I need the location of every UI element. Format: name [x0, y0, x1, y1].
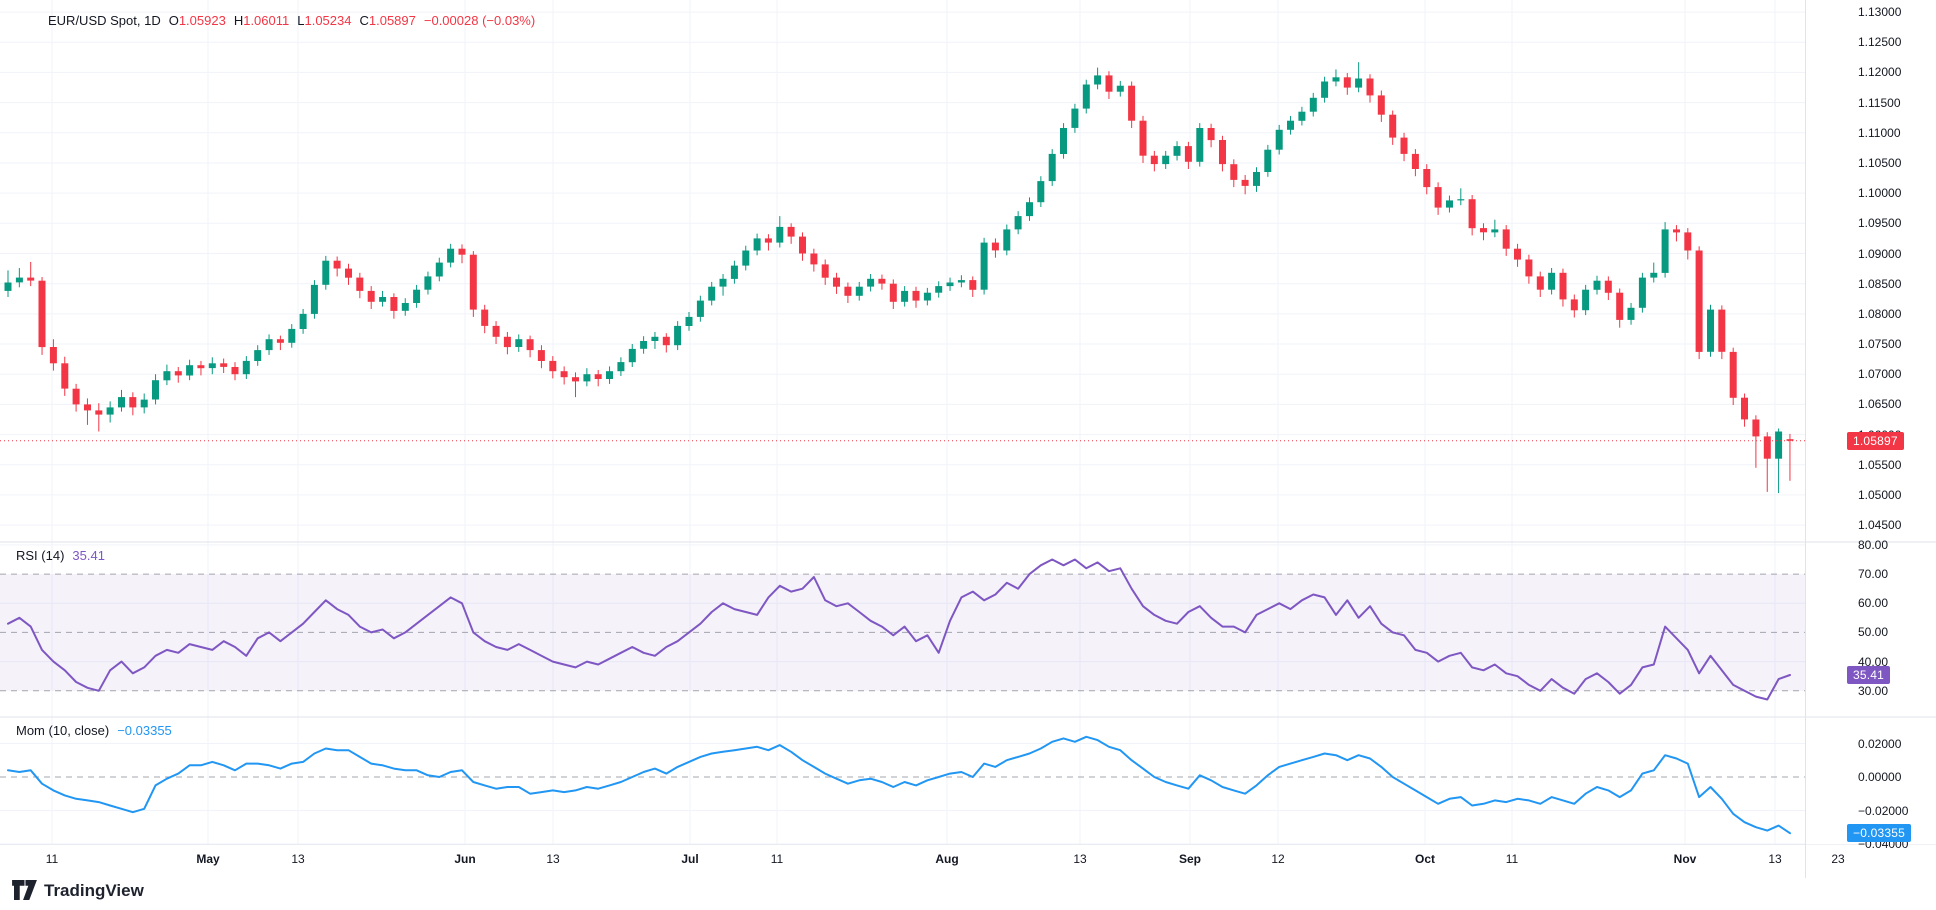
axis-tick-label: 40.00	[1858, 654, 1889, 669]
axis-tick-label: 1.12500	[1858, 35, 1902, 50]
rsi-label: RSI (14)	[16, 548, 65, 563]
axis-tick-label: 30.00	[1858, 683, 1889, 698]
ohlc-low: L1.05234	[297, 13, 352, 28]
price-axis-border	[1805, 0, 1806, 878]
axis-tick-label: 1.13000	[1858, 5, 1902, 20]
gridlines	[0, 0, 1805, 845]
indicator-levels	[0, 573, 1805, 778]
rsi-line	[7, 558, 1791, 701]
axis-tick-label: 1.07000	[1858, 367, 1902, 382]
rsi-value-badge: 35.41	[1847, 666, 1891, 684]
time-tick-label: 23	[1831, 852, 1845, 866]
last-price-badge: 1.05897	[1847, 431, 1904, 450]
axis-tick-label: 50.00	[1858, 625, 1889, 640]
tradingview-logo-text: TradingView	[44, 880, 144, 900]
mom-line	[7, 735, 1791, 835]
rsi-legend: RSI (14) 35.41	[16, 548, 105, 563]
time-axis[interactable]: 11 May 13 Jun 13 Jul 11 Aug 13 Sep 12 Oct 11 Nov 13 23	[0, 851, 1936, 877]
time-tick-label: 12	[1271, 852, 1285, 866]
axis-tick-label: 1.10000	[1858, 186, 1902, 201]
time-tick-label: 13	[1073, 852, 1087, 866]
axis-tick-label: 1.11000	[1858, 125, 1901, 140]
mom-legend: Mom (10, close) −0.03355	[16, 723, 172, 738]
time-tick-label: Aug	[935, 852, 959, 866]
axis-tick-label: 1.12000	[1858, 65, 1902, 80]
time-tick-label: 13	[546, 852, 560, 866]
axis-tick-label: 1.09500	[1858, 216, 1902, 231]
time-tick-label: 11	[770, 852, 784, 866]
axis-tick-label: 1.09000	[1858, 246, 1902, 261]
axis-tick-label: 1.08000	[1858, 306, 1902, 321]
axis-tick-label: 1.05000	[1858, 487, 1902, 502]
time-tick-label: May	[196, 852, 220, 866]
axis-tick-label: 70.00	[1858, 567, 1889, 582]
tradingview-logo[interactable]: TradingView	[12, 880, 144, 901]
tradingview-mark-icon	[12, 880, 37, 901]
time-tick-label: 13	[291, 852, 305, 866]
mom-value: −0.03355	[117, 723, 172, 738]
axis-tick-label: 60.00	[1858, 596, 1889, 611]
time-tick-label: Jul	[681, 852, 699, 866]
axis-tick-label: 1.11500	[1858, 95, 1901, 110]
axis-tick-label: 1.04500	[1858, 518, 1902, 533]
symbol-title: EUR/USD Spot, 1D	[48, 13, 161, 28]
axis-tick-label: 1.05500	[1858, 457, 1902, 472]
ohlc-close: C1.05897	[359, 13, 416, 28]
axis-tick-label: 80.00	[1858, 537, 1889, 552]
time-tick-label: 11	[1505, 852, 1519, 866]
candlestick-series	[4, 62, 1794, 494]
axis-tick-label: 1.10500	[1858, 156, 1902, 170]
ohlc-high: H1.06011	[233, 13, 290, 28]
axis-tick-label: 1.07500	[1858, 337, 1902, 351]
change-value: −0.00028 (−0.03%)	[423, 13, 536, 28]
axis-tick-label: −0.02000	[1858, 803, 1909, 818]
axis-tick-label: 1.08500	[1858, 276, 1902, 291]
time-tick-label: 11	[45, 852, 59, 866]
time-tick-label: Jun	[454, 852, 476, 866]
rsi-value: 35.41	[72, 548, 105, 563]
mom-value-badge: −0.03355	[1847, 824, 1911, 843]
chart-canvas[interactable]	[0, 0, 1936, 845]
axis-tick-label: 1.06500	[1858, 397, 1902, 412]
time-tick-label: Nov	[1673, 852, 1697, 866]
mom-label: Mom (10, close)	[16, 723, 110, 738]
time-tick-label: Sep	[1178, 852, 1202, 866]
time-tick-label: 13	[1768, 852, 1782, 866]
time-tick-label: Oct	[1414, 852, 1436, 866]
axis-tick-label: 0.02000	[1858, 736, 1902, 751]
axis-tick-label: 0.00000	[1858, 770, 1902, 784]
price-legend: EUR/USD Spot, 1D O1.05923 H1.06011 L1.05…	[48, 13, 535, 28]
ohlc-open: O1.05923	[168, 13, 226, 28]
